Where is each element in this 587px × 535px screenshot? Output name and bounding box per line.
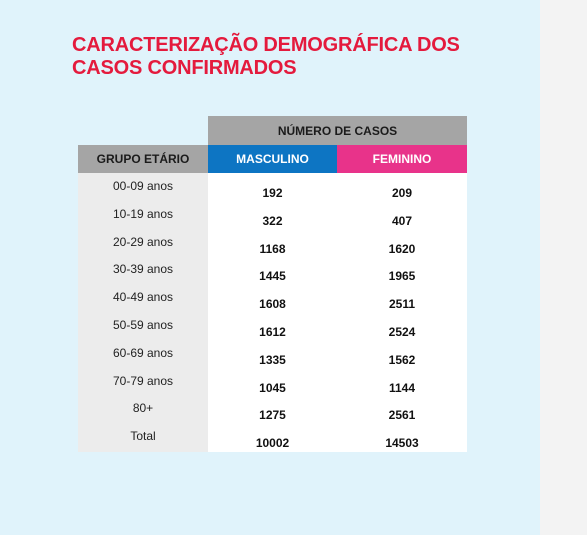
masculino-cell: 1612 — [259, 325, 286, 339]
masculino-cell: 1445 — [259, 269, 286, 284]
feminino-cell: 2524 — [388, 325, 416, 339]
table-row: 30-39 anos 1445 1965 — [78, 262, 467, 290]
table-row: 40-49 anos 1608 2511 — [78, 290, 467, 318]
header-masculino: MASCULINO — [208, 145, 337, 173]
feminino-cell: 407 — [391, 213, 413, 228]
feminino-cell: 1144 — [388, 380, 416, 395]
age-group-cell: 80+ — [132, 401, 154, 416]
masculino-cell: 1275 — [259, 408, 286, 423]
age-group-cell: Total — [130, 429, 156, 444]
feminino-cell: 209 — [391, 186, 413, 200]
feminino-cell: 2561 — [388, 408, 416, 423]
age-group-cell: 10-19 anos — [112, 206, 174, 221]
masculino-cell: 1335 — [259, 352, 286, 367]
table-row: 00-09 anos 192 209 — [78, 179, 467, 207]
page-title: CARACTERIZAÇÃO DEMOGRÁFICA DOS CASOS CON… — [72, 34, 512, 80]
masculino-cell: 192 — [262, 186, 283, 200]
title-line-2: CASOS CONFIRMADOS — [72, 57, 297, 79]
masculino-cell: 1045 — [259, 380, 286, 395]
age-group-cell: 40-49 anos — [112, 290, 174, 305]
header-feminino: FEMININO — [337, 145, 467, 173]
feminino-cell: 1965 — [388, 269, 416, 284]
header-grupo-etario: GRUPO ETÁRIO — [78, 145, 208, 173]
masculino-cell: 1168 — [259, 241, 286, 256]
table-row: 60-69 anos 1335 1562 — [78, 346, 467, 374]
age-group-cell: 70-79 anos — [112, 373, 174, 388]
table-row: 80+ 1275 2561 — [78, 401, 467, 429]
age-column-background — [78, 173, 208, 452]
table-row: 70-79 anos 1045 1144 — [78, 374, 467, 402]
masculino-cell: 1608 — [259, 297, 286, 312]
table-row: 10-19 anos 322 407 — [78, 207, 467, 235]
feminino-cell: 14503 — [385, 436, 419, 451]
slide-panel: CARACTERIZAÇÃO DEMOGRÁFICA DOS CASOS CON… — [0, 0, 540, 535]
age-group-cell: 20-29 anos — [112, 234, 174, 249]
values-column-background — [208, 173, 467, 452]
feminino-cell: 2511 — [388, 297, 416, 312]
age-group-cell: 60-69 anos — [112, 345, 174, 360]
masculino-cell: 322 — [262, 213, 283, 228]
age-group-cell: 50-59 anos — [112, 318, 174, 332]
age-group-cell: 30-39 anos — [112, 262, 174, 277]
header-numero-de-casos: NÚMERO DE CASOS — [208, 116, 467, 145]
feminino-cell: 1620 — [388, 241, 416, 256]
table-row: Total 10002 14503 — [78, 429, 467, 457]
age-group-cell: 00-09 anos — [112, 179, 174, 193]
table-row: 20-29 anos 1168 1620 — [78, 235, 467, 263]
masculino-cell: 10002 — [255, 436, 290, 451]
table-row: 50-59 anos 1612 2524 — [78, 318, 467, 346]
feminino-cell: 1562 — [388, 352, 416, 367]
title-line-1: CARACTERIZAÇÃO DEMOGRÁFICA DOS — [72, 34, 460, 56]
